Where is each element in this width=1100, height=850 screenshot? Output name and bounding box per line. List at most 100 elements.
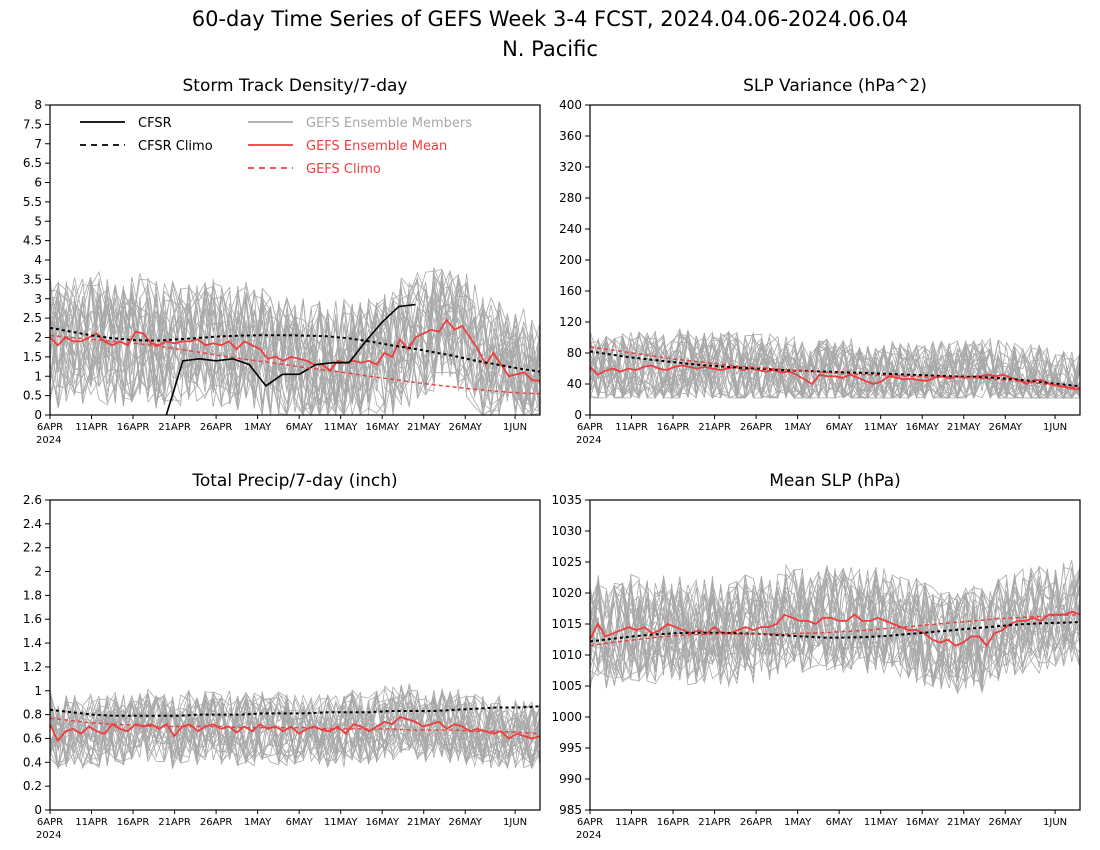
y-tick-label: 2.2 bbox=[23, 541, 42, 555]
y-tick-label: 0 bbox=[34, 803, 42, 817]
x-tick-label: 6MAY bbox=[286, 422, 314, 433]
ensemble-members bbox=[49, 683, 541, 770]
y-tick-label: 990 bbox=[559, 772, 582, 786]
y-tick-label: 1025 bbox=[551, 555, 582, 569]
x-tick-label: 6MAY bbox=[286, 817, 314, 828]
series-cfsr-climo bbox=[589, 621, 1081, 643]
y-tick-label: 0.6 bbox=[23, 731, 42, 745]
ensemble-member-line bbox=[589, 563, 1081, 681]
y-tick-label: 4.5 bbox=[23, 234, 42, 248]
ensemble-member-line bbox=[49, 285, 541, 416]
x-tick-label: 21APR bbox=[698, 817, 731, 828]
x-tick-label: 6APR bbox=[37, 422, 63, 433]
y-tick-label: 2 bbox=[34, 331, 42, 345]
ensemble-member-line bbox=[49, 692, 541, 769]
x-tick-label: 11APR bbox=[615, 422, 648, 433]
y-tick-label: 1015 bbox=[551, 617, 582, 631]
y-tick-label: 7.5 bbox=[23, 117, 42, 131]
x-tick-label: 16APR bbox=[117, 817, 150, 828]
x-tick-label: 26MAY bbox=[448, 422, 482, 433]
legend: CFSR CFSR Climo GEFS Ensemble Members GEFS … bbox=[80, 116, 472, 177]
ensemble-member-line bbox=[589, 335, 1081, 400]
x-tick-label: 16MAY bbox=[905, 422, 939, 433]
ensemble-member-line bbox=[49, 283, 541, 416]
x-tick-label: 1JUN bbox=[503, 817, 527, 828]
series-gefs-ensemble-mean bbox=[49, 318, 541, 382]
ensemble-member-line bbox=[589, 565, 1081, 689]
y-tick-label: 360 bbox=[559, 129, 582, 143]
series-gefs-ensemble-mean bbox=[589, 364, 1081, 391]
legend-label: GEFS Ensemble Members bbox=[306, 116, 472, 131]
series-gefs-climo bbox=[49, 717, 541, 735]
x-tick-label: 26APR bbox=[740, 817, 773, 828]
y-tick-label: 1 bbox=[34, 684, 42, 698]
series-cfsr-climo bbox=[49, 705, 541, 717]
x-tick-label: 21MAY bbox=[407, 422, 441, 433]
x-tick-label: 26MAY bbox=[448, 817, 482, 828]
y-tick-label: 1.4 bbox=[23, 636, 42, 650]
x-tick-label: 11APR bbox=[75, 422, 108, 433]
ensemble-member-line bbox=[589, 570, 1081, 689]
y-tick-label: 3.5 bbox=[23, 272, 42, 286]
panel-3: Total Precip/7-day (inch)00.20.40.60.811… bbox=[23, 471, 541, 841]
series-cfsr bbox=[165, 303, 416, 416]
ensemble-member-line bbox=[589, 569, 1081, 685]
x-year-label: 2024 bbox=[36, 435, 61, 446]
x-year-label: 2024 bbox=[36, 830, 61, 841]
x-tick-label: 11MAY bbox=[324, 817, 358, 828]
ensemble-members bbox=[589, 327, 1081, 400]
ensemble-member-line bbox=[49, 282, 541, 416]
y-tick-label: 0.8 bbox=[23, 708, 42, 722]
x-tick-label: 26APR bbox=[200, 422, 233, 433]
x-tick-label: 16MAY bbox=[365, 817, 399, 828]
y-tick-label: 200 bbox=[559, 253, 582, 267]
y-tick-label: 6 bbox=[34, 176, 42, 190]
x-tick-label: 11MAY bbox=[864, 817, 898, 828]
panel-title: Total Precip/7-day (inch) bbox=[191, 471, 397, 491]
plot-frame bbox=[589, 104, 1081, 416]
x-tick-label: 26APR bbox=[200, 817, 233, 828]
x-tick-label: 11APR bbox=[75, 817, 108, 828]
ensemble-member-line bbox=[49, 272, 540, 416]
figure-title: 60-day Time Series of GEFS Week 3-4 FCST… bbox=[192, 7, 909, 31]
ensemble-members bbox=[589, 560, 1081, 694]
plot-frame bbox=[49, 499, 541, 811]
y-tick-label: 985 bbox=[559, 803, 582, 817]
x-tick-label: 6APR bbox=[577, 817, 603, 828]
legend-label: GEFS Climo bbox=[306, 162, 381, 177]
x-tick-label: 11MAY bbox=[324, 422, 358, 433]
ensemble-member-line bbox=[49, 267, 541, 417]
x-tick-label: 1MAY bbox=[244, 817, 272, 828]
x-tick-label: 11MAY bbox=[864, 422, 898, 433]
series-cfsr-climo bbox=[49, 326, 541, 373]
y-tick-label: 280 bbox=[559, 191, 582, 205]
x-year-label: 2024 bbox=[576, 435, 601, 446]
y-tick-label: 0.5 bbox=[23, 389, 42, 403]
figure-subtitle: N. Pacific bbox=[502, 37, 598, 61]
x-tick-label: 1MAY bbox=[244, 422, 272, 433]
y-tick-label: 3 bbox=[34, 292, 42, 306]
ensemble-member-line bbox=[589, 567, 1081, 692]
y-tick-label: 2.6 bbox=[23, 493, 42, 507]
y-tick-label: 0 bbox=[574, 408, 582, 422]
x-tick-label: 1MAY bbox=[784, 422, 812, 433]
ensemble-member-line bbox=[589, 569, 1081, 673]
ensemble-member-line bbox=[49, 289, 541, 417]
ensemble-member-line bbox=[589, 572, 1081, 682]
ensemble-member-line bbox=[49, 688, 541, 768]
ensemble-member-line bbox=[49, 691, 541, 770]
series-gefs-climo bbox=[589, 614, 1081, 647]
ensemble-member-line bbox=[589, 566, 1081, 693]
x-tick-label: 6APR bbox=[37, 817, 63, 828]
panel-title: Storm Track Density/7-day bbox=[183, 76, 408, 96]
y-tick-label: 5.5 bbox=[23, 195, 42, 209]
ensemble-member-line bbox=[49, 281, 541, 416]
ensemble-member-line bbox=[589, 568, 1081, 685]
ensemble-member-line bbox=[589, 565, 1081, 690]
ensemble-member-line bbox=[589, 330, 1081, 399]
legend-label: CFSR Climo bbox=[138, 139, 213, 154]
panel-2: SLP Variance (hPa^2) 0 40 80 120 160 200 240 280… bbox=[559, 76, 1081, 446]
series-gefs-ensemble-mean bbox=[49, 715, 541, 743]
ensemble-member-line bbox=[589, 569, 1081, 691]
